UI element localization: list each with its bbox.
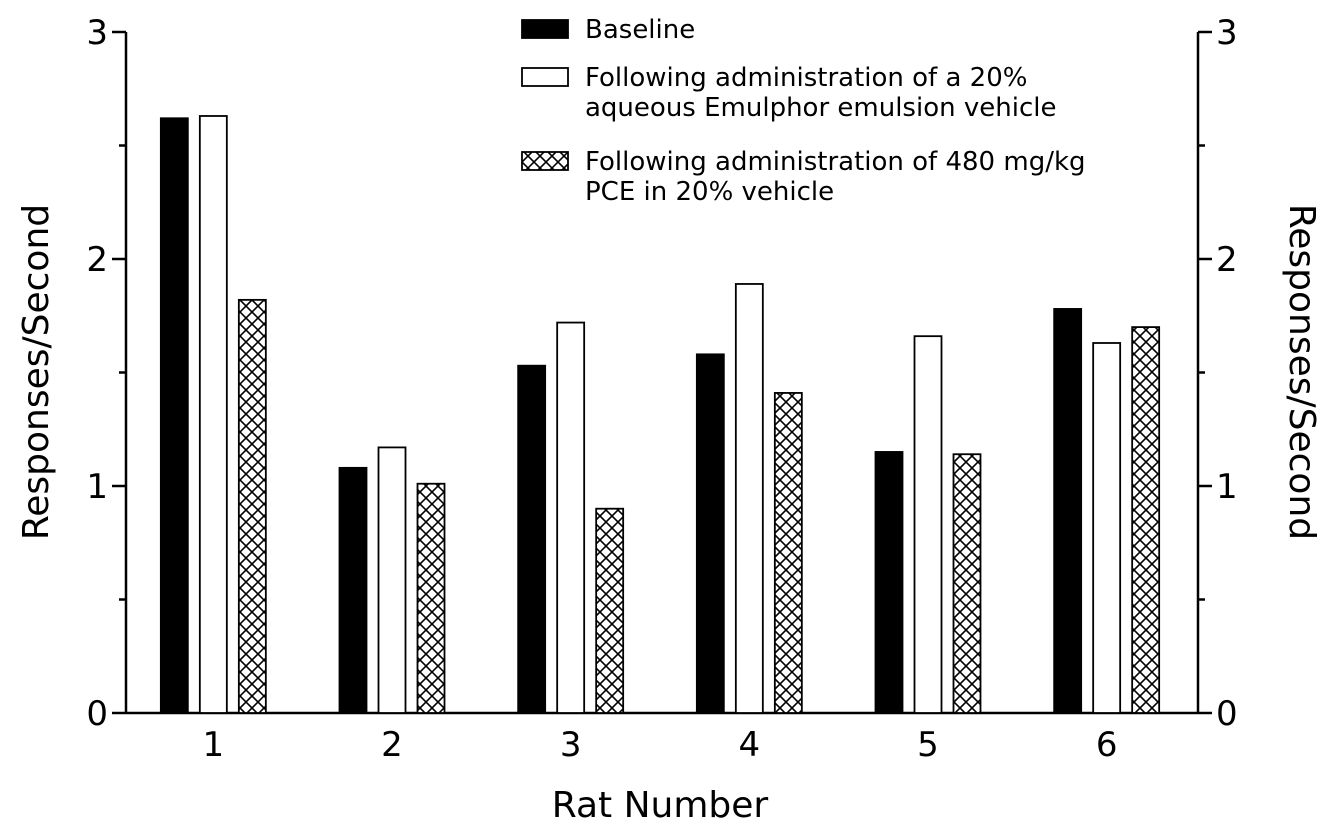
bar-rat3-series3 — [595, 507, 625, 714]
y-tick-label-right: 2 — [1216, 240, 1238, 280]
y-tick-label-right: 3 — [1216, 13, 1238, 53]
bar-rat3-series1 — [517, 364, 547, 714]
legend: Baseline Following administration of a 20… — [521, 15, 1086, 207]
y-tick-label-right: 1 — [1216, 467, 1238, 507]
bar-rat5-series3 — [952, 453, 982, 714]
legend-label-1: Baseline — [585, 15, 695, 45]
x-axis-title: Rat Number — [552, 785, 769, 826]
y-tick-labels: 0 0 1 1 2 2 3 3 — [86, 13, 1237, 734]
bar-rat2-series2 — [377, 446, 407, 714]
y-tick-label-right: 0 — [1216, 694, 1238, 734]
bar-rat6-series1 — [1053, 308, 1083, 714]
bar-rat6-series2 — [1092, 342, 1122, 714]
bar-rat1-series1 — [159, 117, 189, 714]
y-tick-label-left: 0 — [86, 694, 108, 734]
bar-rat4-series1 — [695, 353, 725, 714]
bar-rat3-series2 — [556, 321, 586, 714]
legend-label-3: PCE in 20% vehicle — [585, 177, 834, 207]
bar-rat6-series3 — [1131, 326, 1161, 714]
x-tick-label: 3 — [560, 725, 582, 765]
legend-swatch-2 — [521, 67, 569, 87]
legend-swatch-1 — [521, 19, 569, 39]
y-tick-label-left: 1 — [86, 467, 108, 507]
legend-label-2: aqueous Emulphor emulsion vehicle — [585, 93, 1056, 123]
bar-rat1-series2 — [198, 115, 228, 714]
bars — [159, 115, 1161, 714]
bar-rat5-series1 — [874, 451, 904, 714]
x-tick-label: 1 — [203, 725, 225, 765]
x-tick-label: 5 — [917, 725, 939, 765]
bar-rat4-series2 — [734, 283, 764, 714]
x-tick-label: 2 — [381, 725, 403, 765]
y-tick-label-left: 2 — [86, 240, 108, 280]
axes — [112, 30, 1212, 715]
bar-rat2-series1 — [338, 466, 368, 714]
y-tick-label-left: 3 — [86, 13, 108, 53]
bar-rat2-series3 — [416, 482, 446, 714]
legend-label-3: Following administration of 480 mg/kg — [585, 147, 1086, 177]
legend-label-2: Following administration of a 20% — [585, 63, 1027, 93]
y-axis-title-left: Responses/Second — [16, 204, 57, 540]
y-axis-title-right: Responses/Second — [1281, 204, 1322, 540]
x-tick-labels: 1 2 3 4 5 6 — [203, 725, 1118, 765]
bar-rat5-series2 — [913, 335, 943, 714]
legend-swatch-3 — [521, 151, 569, 171]
x-tick-label: 6 — [1096, 725, 1118, 765]
bar-rat1-series3 — [237, 298, 267, 714]
x-tick-label: 4 — [739, 725, 761, 765]
bar-rat4-series3 — [773, 392, 803, 714]
